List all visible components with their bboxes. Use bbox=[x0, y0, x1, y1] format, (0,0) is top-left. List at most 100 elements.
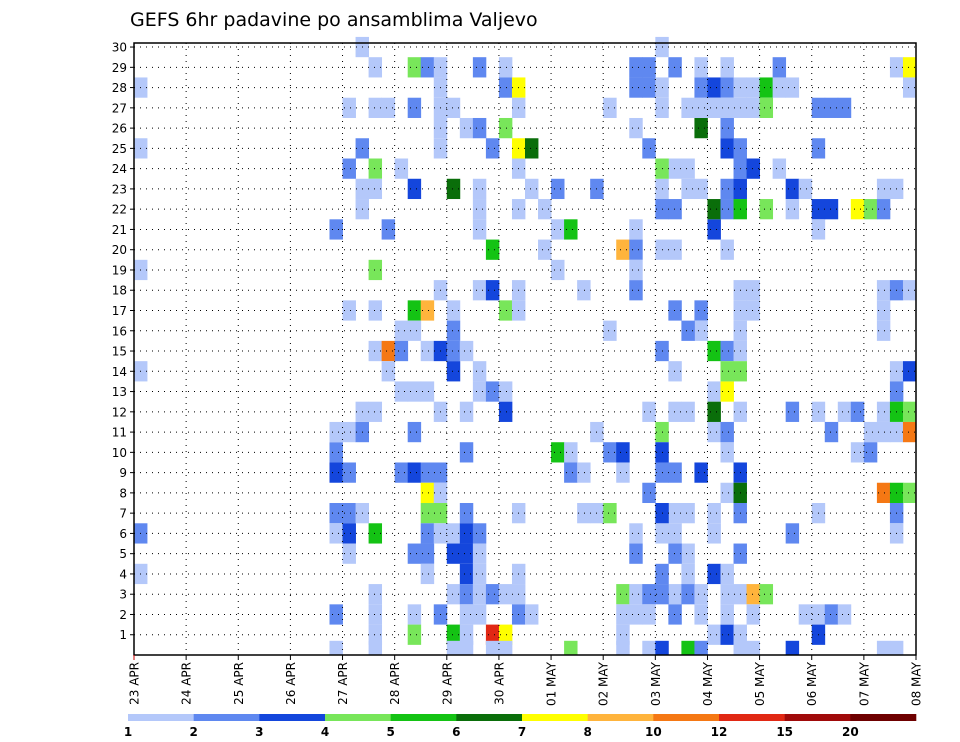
y-tick-label: 3 bbox=[119, 588, 127, 602]
colorbar-label: 7 bbox=[518, 725, 526, 739]
y-tick-label: 20 bbox=[112, 243, 127, 257]
precip-cell bbox=[472, 199, 487, 220]
precip-cell bbox=[668, 361, 682, 382]
precip-cell bbox=[720, 604, 734, 625]
x-tick-label: 07 MAY bbox=[857, 661, 871, 706]
y-tick-label: 19 bbox=[112, 263, 127, 277]
precip-cell bbox=[525, 178, 539, 200]
precip-cell bbox=[459, 584, 474, 605]
x-tick-label: 29 APR bbox=[440, 662, 454, 705]
precip-cell bbox=[407, 320, 422, 341]
precip-cell bbox=[420, 462, 435, 483]
precip-cell bbox=[368, 523, 383, 544]
precip-cell bbox=[616, 462, 630, 483]
precip-cell bbox=[472, 584, 487, 605]
precip-cell bbox=[694, 640, 708, 655]
precip-cell bbox=[564, 462, 578, 483]
precip-cell bbox=[746, 640, 760, 655]
precip-cell bbox=[720, 138, 734, 159]
precip-cell bbox=[655, 640, 669, 655]
precip-cell bbox=[329, 604, 343, 625]
precip-cells bbox=[134, 36, 916, 655]
colorbar-swatch bbox=[850, 714, 917, 721]
precip-cell bbox=[720, 239, 734, 260]
precip-cell bbox=[394, 158, 409, 179]
y-tick-label: 12 bbox=[112, 405, 127, 419]
precip-cell bbox=[459, 442, 474, 463]
precip-cell bbox=[668, 543, 682, 564]
precip-cell bbox=[850, 199, 865, 220]
precip-cell bbox=[720, 421, 734, 443]
x-tick-label: 26 APR bbox=[284, 662, 298, 705]
precip-cell bbox=[407, 604, 422, 625]
precip-cell bbox=[863, 442, 878, 463]
precip-cell bbox=[368, 178, 383, 200]
precip-cell bbox=[629, 604, 643, 625]
precip-cell bbox=[876, 300, 891, 321]
precip-cell bbox=[720, 584, 734, 605]
precip-cell bbox=[720, 340, 734, 362]
precip-cell bbox=[538, 199, 552, 220]
precip-cell bbox=[420, 57, 435, 78]
precip-cell bbox=[681, 178, 695, 200]
precip-cell bbox=[720, 97, 734, 118]
precip-cell bbox=[733, 640, 747, 655]
precip-cell bbox=[459, 523, 474, 544]
precip-cell bbox=[368, 401, 383, 422]
precip-cell bbox=[876, 401, 891, 422]
precip-cell bbox=[446, 97, 461, 118]
precip-cell bbox=[746, 97, 760, 118]
colorbar-label: 4 bbox=[321, 725, 329, 739]
precip-cell bbox=[837, 401, 852, 422]
precip-cell bbox=[407, 97, 422, 118]
precip-cell bbox=[707, 77, 721, 98]
precip-cell bbox=[902, 401, 916, 422]
precip-cell bbox=[342, 523, 356, 544]
precip-cell bbox=[863, 421, 878, 443]
precip-cell bbox=[368, 604, 383, 625]
precip-cell bbox=[876, 199, 891, 220]
precip-cell bbox=[668, 523, 682, 544]
precip-cell bbox=[759, 584, 774, 605]
precip-cell bbox=[876, 280, 891, 301]
precip-cell bbox=[342, 462, 356, 483]
precip-cell bbox=[746, 300, 760, 321]
precip-cell bbox=[381, 361, 396, 382]
precip-cell bbox=[824, 199, 839, 220]
precip-cell bbox=[707, 199, 721, 220]
precip-cell bbox=[668, 604, 682, 625]
y-tick-label: 1 bbox=[119, 628, 127, 642]
y-tick-label: 4 bbox=[119, 567, 127, 581]
precip-cell bbox=[707, 381, 721, 402]
precip-cell bbox=[446, 584, 461, 605]
precip-cell bbox=[694, 604, 708, 625]
precip-cell bbox=[498, 381, 513, 402]
precip-cell bbox=[876, 640, 891, 655]
precip-cell bbox=[420, 482, 435, 504]
precip-cell bbox=[785, 77, 800, 98]
precip-cell bbox=[472, 361, 487, 382]
precip-cell bbox=[616, 624, 630, 645]
precip-cell bbox=[681, 158, 695, 179]
y-tick-label: 23 bbox=[112, 182, 127, 196]
precip-cell bbox=[616, 442, 630, 463]
precip-cell bbox=[629, 219, 643, 240]
precip-cell bbox=[785, 523, 800, 544]
precip-cell bbox=[368, 640, 383, 655]
precip-cell bbox=[407, 462, 422, 483]
precip-cell bbox=[446, 320, 461, 341]
precip-cell bbox=[720, 482, 734, 504]
precip-cell bbox=[629, 77, 643, 98]
precip-cell bbox=[498, 77, 513, 98]
y-tick-label: 6 bbox=[119, 527, 127, 541]
precip-cell bbox=[394, 340, 409, 362]
precip-cell bbox=[459, 640, 474, 655]
precip-cell bbox=[707, 523, 721, 544]
y-tick-label: 22 bbox=[112, 203, 127, 217]
y-tick-label: 26 bbox=[112, 122, 127, 136]
precip-cell bbox=[551, 178, 565, 200]
precip-cell bbox=[459, 117, 474, 139]
precip-cell bbox=[889, 640, 904, 655]
precip-cell bbox=[446, 640, 461, 655]
precip-cell bbox=[394, 320, 409, 341]
